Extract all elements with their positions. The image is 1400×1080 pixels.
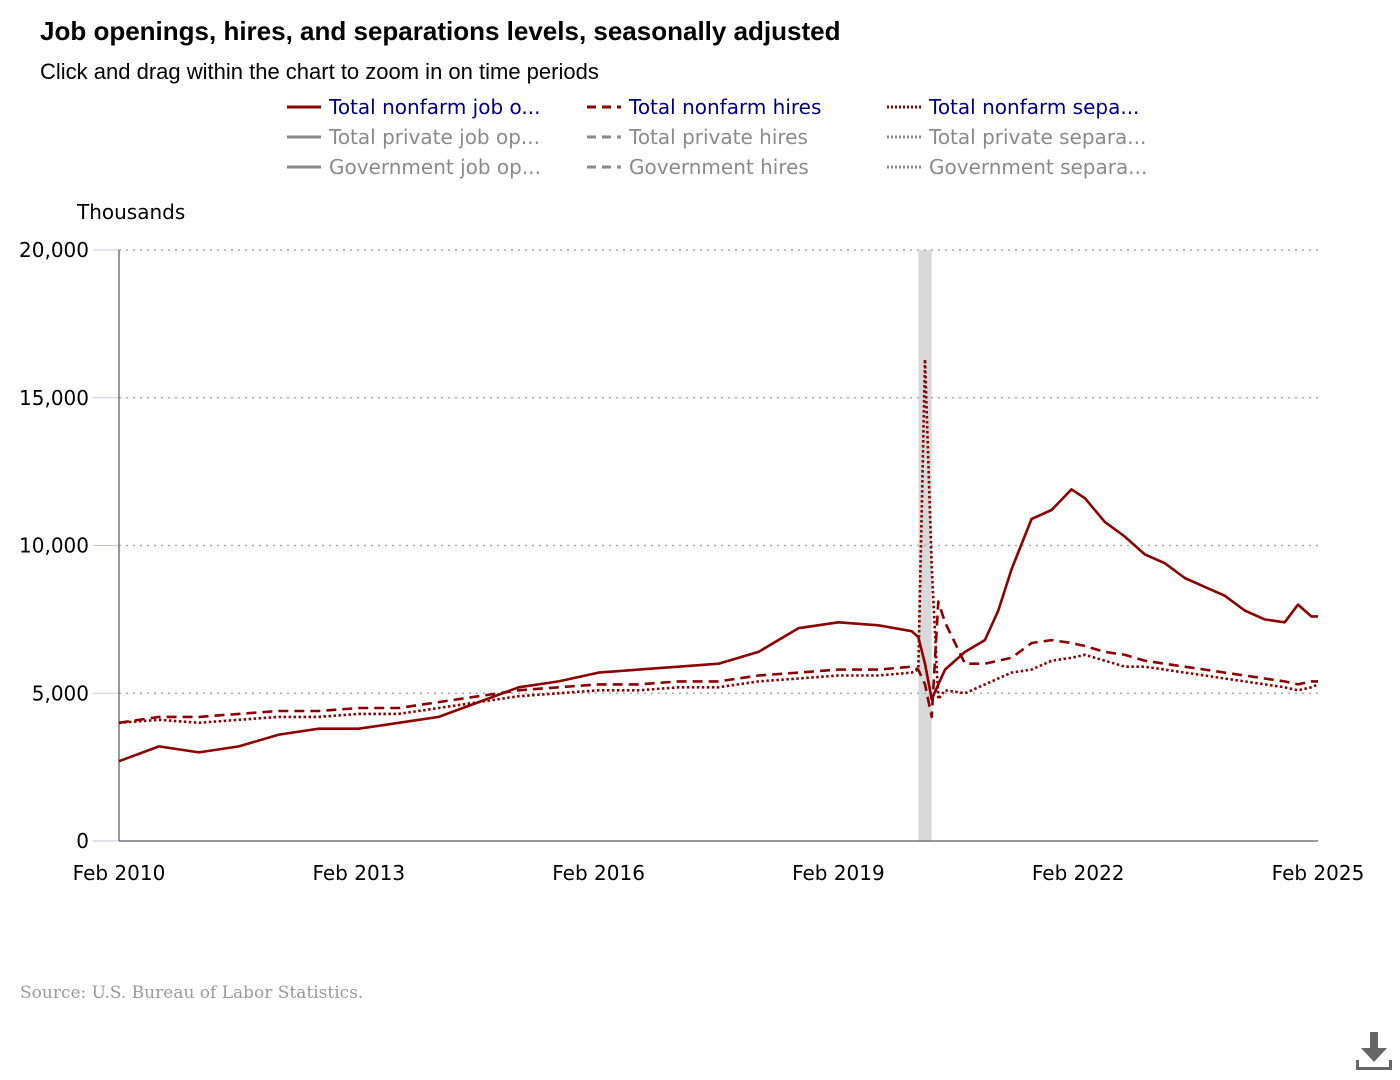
source-note: Source: U.S. Bureau of Labor Statistics. — [20, 983, 364, 1003]
legend-item[interactable]: Total private hires — [587, 122, 808, 152]
y-tick-label: 20,000 — [19, 238, 89, 262]
legend-item[interactable]: Total nonfarm job o... — [287, 92, 540, 122]
legend-label: Total nonfarm sepa... — [929, 95, 1140, 119]
series-line — [118, 358, 1319, 725]
legend-label: Total nonfarm hires — [629, 95, 822, 119]
line-chart[interactable]: 0 5,000 10,000 15,000 20,000 Thousands Feb 201… — [0, 190, 1400, 910]
download-button[interactable] — [1354, 1030, 1394, 1072]
legend-swatch — [887, 135, 921, 139]
legend-swatch — [887, 165, 921, 169]
legend-label: Government separa... — [929, 155, 1148, 179]
x-tick-label: Feb 2022 — [1032, 861, 1125, 885]
x-tick-label: Feb 2016 — [552, 861, 645, 885]
legend-swatch — [887, 105, 921, 109]
legend-label: Total private hires — [629, 125, 808, 149]
chart-title: Job openings, hires, and separations lev… — [40, 16, 841, 46]
legend-item[interactable]: Total nonfarm sepa... — [887, 92, 1139, 122]
x-tick-label: Feb 2010 — [73, 861, 166, 885]
legend-label: Government job op... — [329, 155, 541, 179]
x-tick-label: Feb 2013 — [312, 861, 405, 885]
legend-label: Government hires — [629, 155, 809, 179]
legend-item[interactable]: Government hires — [587, 152, 809, 182]
legend-item[interactable]: Total private job op... — [287, 122, 540, 152]
y-tick-label: 15,000 — [19, 386, 89, 410]
series-line — [118, 488, 1318, 763]
legend-item[interactable]: Government job op... — [287, 152, 541, 182]
legend-swatch — [287, 105, 321, 109]
series-line — [118, 600, 1318, 725]
chart-subtitle: Click and drag within the chart to zoom … — [40, 59, 599, 84]
y-tick-label: 10,000 — [19, 534, 89, 558]
legend-item[interactable]: Government separa... — [887, 152, 1147, 182]
legend-label: Total nonfarm job o... — [329, 95, 541, 119]
x-tick-label: Feb 2025 — [1272, 861, 1365, 885]
legend-swatch — [287, 135, 321, 139]
legend-swatch — [587, 105, 621, 109]
y-tick-label: 5,000 — [32, 681, 89, 705]
y-tick-label: 0 — [76, 829, 89, 853]
legend-swatch — [587, 165, 621, 169]
legend-swatch — [287, 165, 321, 169]
legend-item[interactable]: Total private separa... — [887, 122, 1146, 152]
legend-label: Total private separa... — [929, 125, 1147, 149]
legend-item[interactable]: Total nonfarm hires — [587, 92, 821, 122]
download-icon — [1356, 1032, 1392, 1070]
legend-swatch — [587, 135, 621, 139]
legend-label: Total private job op... — [329, 125, 540, 149]
y-axis-label: Thousands — [76, 200, 185, 224]
x-tick-label: Feb 2019 — [792, 861, 885, 885]
